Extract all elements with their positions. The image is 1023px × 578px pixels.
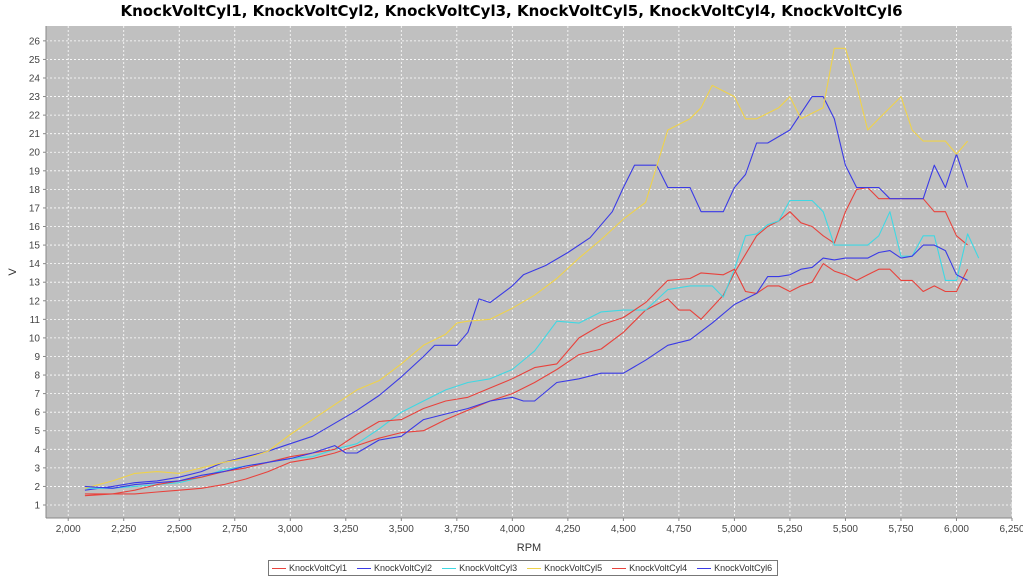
- y-tick-label: 25: [29, 55, 41, 66]
- grid-lines: [46, 26, 1013, 518]
- series-line-knockvoltcyl1: [84, 186, 968, 497]
- y-tick-label: 26: [29, 36, 41, 47]
- x-tick-label: 5,500: [833, 524, 858, 535]
- y-tick-label: 23: [29, 92, 41, 103]
- x-tick-label: 6,250: [999, 524, 1023, 535]
- y-tick-label: 20: [29, 148, 41, 159]
- y-tick-label: 24: [29, 73, 41, 84]
- legend-label: KnockVoltCyl3: [459, 563, 518, 573]
- legend-swatch: [697, 567, 712, 569]
- x-tick-label: 6,000: [944, 524, 969, 535]
- x-tick-label: 2,750: [222, 524, 247, 535]
- x-tick-label: 2,000: [56, 524, 81, 535]
- y-tick-label: 7: [34, 389, 40, 400]
- y-tick-label: 22: [29, 111, 41, 122]
- legend-item: KnockVoltCyl4: [612, 563, 687, 573]
- x-tick-label: 3,000: [278, 524, 303, 535]
- series-layer: [84, 47, 980, 497]
- y-tick-label: 8: [34, 371, 40, 382]
- legend-swatch: [357, 567, 372, 569]
- y-tick-labels: 1234567891011121314151617181920212223242…: [29, 36, 46, 512]
- legend-item: KnockVoltCyl1: [272, 563, 347, 573]
- legend-item: KnockVoltCyl5: [527, 563, 602, 573]
- legend-label: KnockVoltCyl6: [714, 563, 773, 573]
- y-tick-label: 6: [34, 408, 40, 419]
- y-axis-label: V: [7, 268, 19, 276]
- y-tick-label: 2: [34, 482, 40, 493]
- legend: KnockVoltCyl1 KnockVoltCyl2 KnockVoltCyl3 K…: [268, 560, 779, 576]
- y-tick-label: 15: [29, 241, 41, 252]
- y-tick-label: 10: [29, 333, 41, 344]
- y-tick-label: 12: [29, 296, 41, 307]
- x-tick-label: 2,250: [111, 524, 136, 535]
- legend-label: KnockVoltCyl2: [374, 563, 433, 573]
- y-tick-label: 16: [29, 222, 41, 233]
- y-tick-label: 18: [29, 185, 41, 196]
- y-tick-label: 14: [29, 259, 41, 270]
- x-tick-label: 4,000: [500, 524, 525, 535]
- y-tick-label: 9: [34, 352, 40, 363]
- legend-swatch: [272, 567, 286, 569]
- x-tick-label: 5,250: [777, 524, 802, 535]
- legend-swatch: [612, 567, 627, 569]
- legend-swatch: [527, 567, 542, 569]
- x-tick-label: 3,500: [389, 524, 414, 535]
- x-tick-label: 3,250: [333, 524, 358, 535]
- legend-label: KnockVoltCyl4: [629, 563, 688, 573]
- x-axis-label: RPM: [517, 542, 541, 554]
- legend-item: KnockVoltCyl2: [357, 563, 432, 573]
- x-tick-label: 3,750: [444, 524, 469, 535]
- legend-swatch: [442, 567, 457, 569]
- x-tick-label: 4,750: [666, 524, 691, 535]
- x-tick-label: 4,250: [555, 524, 580, 535]
- series-line-knockvoltcyl6: [84, 244, 968, 489]
- y-tick-label: 11: [30, 315, 41, 326]
- x-tick-label: 2,500: [167, 524, 192, 535]
- legend-item: KnockVoltCyl6: [697, 563, 772, 573]
- y-tick-label: 5: [34, 426, 40, 437]
- chart-title: KnockVoltCyl1, KnockVoltCyl2, KnockVoltC…: [120, 2, 903, 20]
- y-tick-label: 4: [34, 445, 40, 456]
- x-tick-label: 4,500: [611, 524, 636, 535]
- x-tick-labels: 2,000 2,250 2,500 2,750 3,000 3,250 3,500 3,750…: [56, 518, 1023, 535]
- y-tick-label: 13: [29, 278, 41, 289]
- y-tick-label: 3: [34, 463, 40, 474]
- x-tick-label: 5,000: [722, 524, 747, 535]
- y-tick-label: 17: [29, 203, 41, 214]
- series-line-knockvoltcyl4: [84, 263, 969, 495]
- series-line-knockvoltcyl5: [84, 47, 969, 489]
- y-tick-label: 19: [29, 166, 41, 177]
- x-tick-label: 5,750: [888, 524, 913, 535]
- legend-label: KnockVoltCyl5: [544, 563, 603, 573]
- legend-item: KnockVoltCyl3: [442, 563, 517, 573]
- legend-label: KnockVoltCyl1: [289, 563, 348, 573]
- y-tick-label: 1: [34, 501, 40, 512]
- y-tick-label: 21: [29, 129, 41, 140]
- series-line-knockvoltcyl2: [84, 96, 969, 491]
